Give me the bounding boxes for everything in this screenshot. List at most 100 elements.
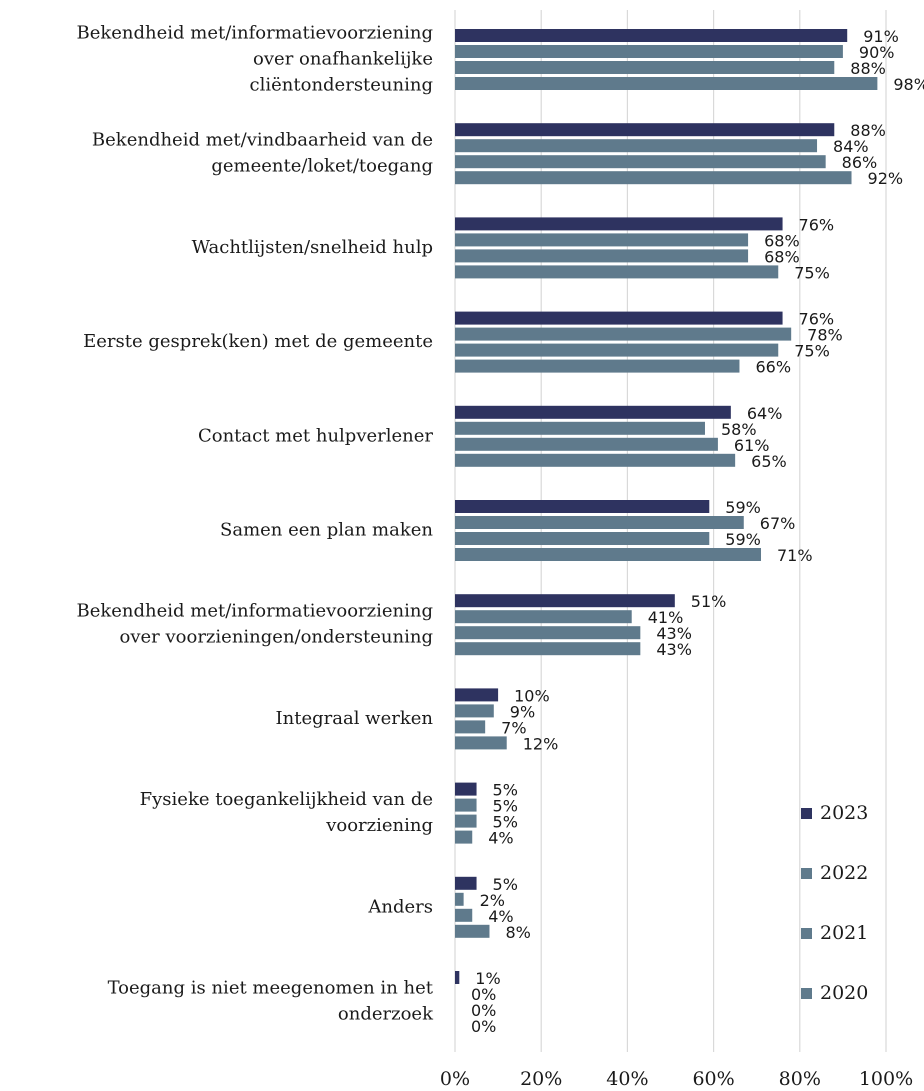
- bar: [455, 453, 736, 467]
- bar: [455, 359, 740, 373]
- legend-label: 2023: [820, 802, 868, 824]
- value-label: 67%: [760, 514, 796, 533]
- category-label: Bekendheid met/vindbaarheid van de gemeen…: [92, 130, 433, 177]
- bar: [455, 123, 835, 137]
- bar: [455, 77, 878, 90]
- category-label-line: Eerste gesprek(ken) met de gemeente: [83, 331, 433, 352]
- value-label: 5%: [493, 781, 518, 800]
- x-tick-label: 20%: [520, 1068, 562, 1090]
- bar: [455, 217, 783, 231]
- bar: [455, 876, 477, 890]
- legend-swatch: [801, 868, 812, 879]
- bar: [455, 61, 835, 74]
- bar: [455, 516, 744, 529]
- bar: [455, 782, 477, 796]
- category-label-line: gemeente/loket/toegang: [211, 156, 433, 177]
- value-label: 12%: [523, 734, 559, 753]
- value-label: 0%: [471, 985, 496, 1004]
- value-label: 4%: [488, 829, 513, 848]
- value-label: 86%: [842, 153, 878, 172]
- legend-label: 2020: [820, 982, 868, 1004]
- category-label-line: cliëntondersteuning: [250, 75, 433, 96]
- category-label-line: onderzoek: [338, 1004, 434, 1025]
- value-label: 7%: [501, 718, 526, 737]
- bar: [455, 233, 749, 247]
- category-label: Integraal werken: [276, 708, 434, 729]
- value-label: 76%: [799, 310, 835, 329]
- value-label: 51%: [691, 592, 727, 611]
- category-label-line: Bekendheid met/informatievoorziening: [76, 23, 433, 44]
- category-label: Samen een plan maken: [220, 520, 433, 541]
- value-label: 10%: [514, 686, 550, 705]
- category-label-line: Fysieke toegankelijkheid van de: [140, 789, 433, 810]
- category-label: Eerste gesprek(ken) met de gemeente: [83, 331, 433, 352]
- bar: [455, 437, 718, 451]
- value-label: 59%: [725, 498, 761, 517]
- value-label: 91%: [863, 27, 899, 46]
- category-label: Contact met hulpverlener: [198, 425, 433, 446]
- bar: [455, 830, 473, 844]
- bar: [455, 500, 710, 513]
- category-label: Anders: [367, 896, 433, 917]
- value-label: 75%: [794, 263, 830, 282]
- value-label: 66%: [755, 358, 791, 377]
- bar: [455, 626, 641, 640]
- bar: [455, 971, 460, 984]
- bar: [455, 421, 705, 435]
- bar: [455, 736, 507, 750]
- bar: [455, 343, 779, 357]
- value-label: 71%: [777, 546, 813, 565]
- category-label-line: Wachtlijsten/snelheid hulp: [192, 237, 433, 258]
- bar: [455, 311, 783, 325]
- bar: [455, 171, 852, 185]
- bar: [455, 45, 843, 58]
- value-label: 92%: [868, 169, 904, 188]
- bar: [455, 594, 675, 608]
- category-label-line: voorziening: [325, 815, 433, 836]
- category-label-line: over onafhankelijke: [253, 49, 433, 70]
- legend-label: 2021: [820, 922, 868, 944]
- legend-swatch: [801, 988, 812, 999]
- category-label: Toegang is niet meegenomen in het onderzo…: [108, 978, 435, 1025]
- value-label: 5%: [493, 797, 518, 816]
- value-label: 0%: [471, 1001, 496, 1020]
- bar: [455, 908, 473, 922]
- bar: [455, 548, 762, 561]
- value-label: 98%: [893, 75, 924, 94]
- bar: [455, 249, 749, 263]
- bar: [455, 892, 464, 906]
- value-label: 76%: [799, 215, 835, 234]
- bar: [455, 29, 848, 42]
- x-tick-label: 0%: [440, 1068, 470, 1090]
- bar: [455, 139, 818, 153]
- category-label: Wachtlijsten/snelheid hulp: [192, 237, 433, 258]
- bar: [455, 720, 486, 734]
- value-label: 90%: [859, 43, 895, 62]
- value-label: 61%: [734, 436, 770, 455]
- value-label: 68%: [764, 231, 800, 250]
- value-label: 8%: [505, 923, 530, 942]
- value-label: 68%: [764, 247, 800, 266]
- category-label-line: Anders: [367, 896, 433, 917]
- bar: [455, 327, 792, 341]
- bar: [455, 155, 826, 169]
- category-label-line: Samen een plan maken: [220, 520, 433, 541]
- value-label: 5%: [493, 813, 518, 832]
- bar: [455, 814, 477, 828]
- value-label: 88%: [850, 59, 886, 78]
- x-tick-label: 100%: [859, 1068, 913, 1090]
- bar: [455, 704, 494, 718]
- category-label: Fysieke toegankelijkheid van de voorzieni…: [140, 789, 433, 836]
- value-label: 1%: [475, 969, 500, 988]
- category-label-line: Bekendheid met/vindbaarheid van de: [92, 130, 433, 151]
- bar: [455, 924, 490, 938]
- value-label: 41%: [648, 608, 684, 627]
- bar: [455, 610, 632, 624]
- value-label: 64%: [747, 404, 783, 423]
- x-tick-label: 40%: [606, 1068, 648, 1090]
- value-label: 88%: [850, 121, 886, 140]
- value-label: 43%: [656, 640, 692, 659]
- category-label-line: Bekendheid met/informatievoorziening: [76, 601, 433, 622]
- bar: [455, 532, 710, 545]
